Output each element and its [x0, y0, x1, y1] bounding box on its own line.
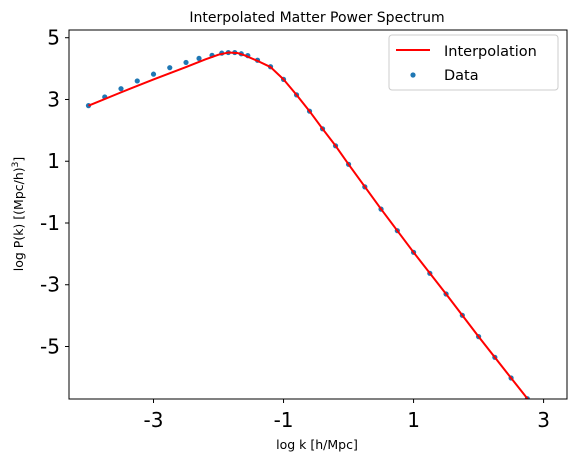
y-tick-label: -5 — [40, 335, 60, 359]
chart-title: Interpolated Matter Power Spectrum — [189, 10, 444, 26]
legend-box — [388, 34, 559, 91]
interpolation-line — [88, 51, 529, 399]
x-axis-label: log k [h/Mpc] — [276, 437, 358, 452]
legend-interpolation-label: Interpolation — [444, 44, 537, 60]
plot-frame — [68, 29, 568, 400]
legend: Interpolation Data — [388, 34, 559, 91]
data-point — [183, 59, 189, 66]
legend-data-swatch — [410, 72, 416, 78]
y-axis-label-main: log P(k) [(Mpc/h) — [11, 167, 26, 271]
data-point — [196, 55, 202, 62]
plot-area — [85, 49, 530, 399]
y-axis-label-suffix: ] — [11, 157, 26, 162]
data-point — [134, 78, 140, 84]
x-axis: -3 -1 1 3 — [144, 399, 550, 432]
data-point — [118, 86, 124, 92]
y-axis: -5 -3 -1 1 3 5 — [40, 26, 69, 359]
y-tick-label: -3 — [40, 273, 60, 297]
y-axis-label-superscript: 3 — [11, 162, 21, 168]
data-point — [167, 65, 173, 71]
y-tick-label: 3 — [47, 87, 60, 111]
legend-data-label: Data — [444, 68, 479, 84]
y-tick-label: -1 — [40, 211, 60, 235]
data-point — [150, 71, 157, 77]
y-tick-label: 1 — [47, 149, 60, 173]
x-tick-label: -3 — [144, 408, 164, 432]
x-tick-label: 3 — [537, 408, 550, 432]
y-tick-label: 5 — [47, 26, 60, 50]
x-tick-label: -1 — [274, 408, 294, 432]
x-tick-label: 1 — [407, 408, 420, 432]
y-axis-label: log P(k) [(Mpc/h)3] — [11, 157, 26, 272]
